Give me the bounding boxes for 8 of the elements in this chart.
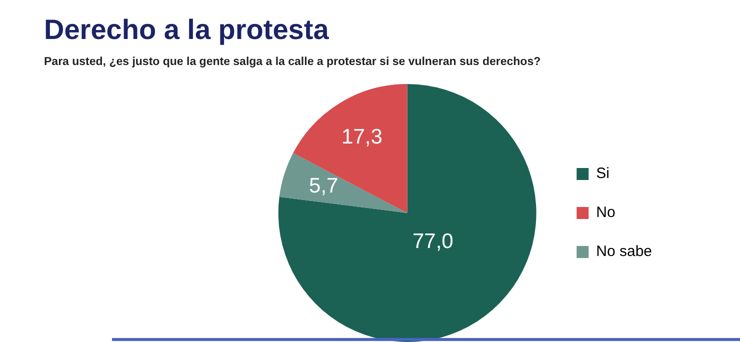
data-label: 77,0 <box>412 230 454 253</box>
legend-label: No <box>596 204 616 222</box>
legend-label: Si <box>596 165 610 182</box>
data-label: 17,3 <box>342 126 382 149</box>
chart-title: Derecho a la protesta <box>44 14 329 46</box>
legend-label: No sabe <box>596 243 652 260</box>
data-label: 5,7 <box>309 174 338 198</box>
chart-subtitle: Para usted, ¿es justo que la gente salga a la calle a protestar si se vulneran sus derechos? <box>44 56 541 68</box>
